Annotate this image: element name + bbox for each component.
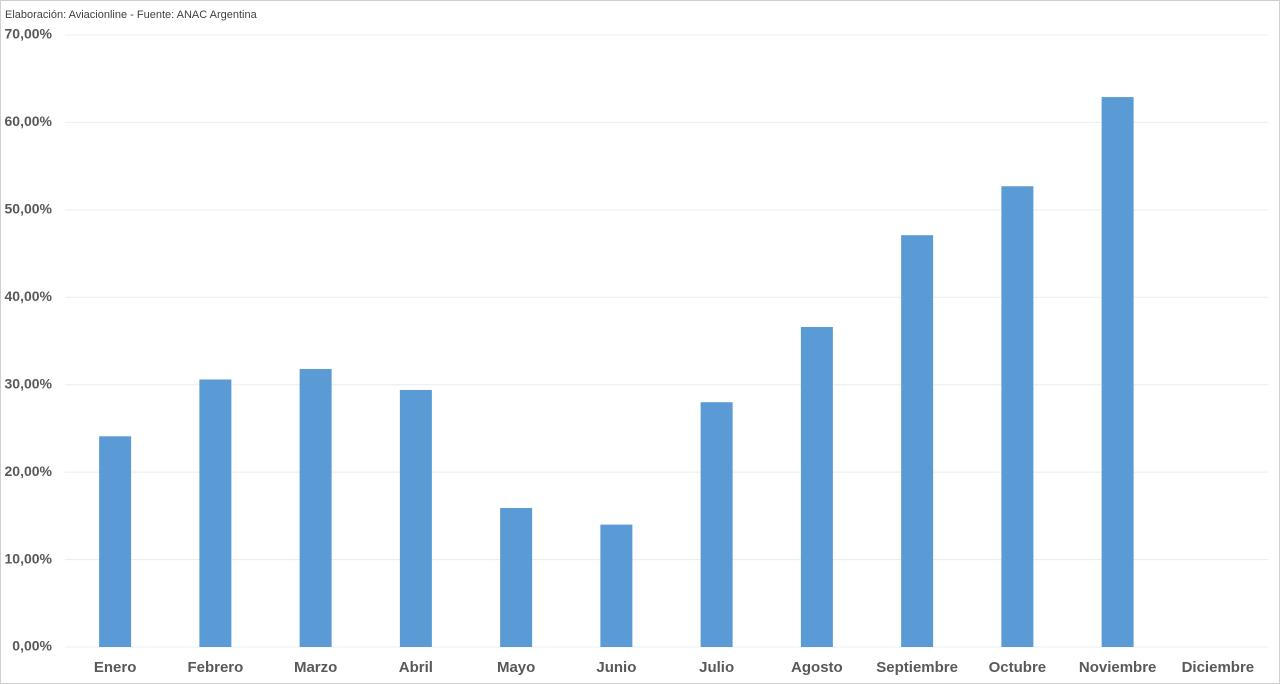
x-tick-label: Octubre [989,659,1047,676]
x-tick-label: Enero [94,659,137,676]
bar [1101,97,1134,648]
x-tick-label: Agosto [791,659,843,676]
x-tick-label: Abril [399,659,433,676]
chart-source: Elaboración: Aviacionline - Fuente: ANAC… [5,9,258,21]
y-tick-label: 70,00% [5,26,53,42]
bar [199,379,232,647]
y-tick-label: 40,00% [5,288,53,304]
bar [901,235,934,647]
y-tick-label: 10,00% [5,550,53,566]
bar [1001,186,1034,647]
y-tick-label: 20,00% [5,463,53,479]
y-tick-label: 30,00% [5,375,53,391]
x-tick-label: Julio [699,659,734,676]
bar [99,436,132,647]
bar [299,368,332,647]
x-tick-label: Marzo [294,659,337,676]
y-tick-label: 60,00% [5,113,53,129]
x-tick-label: Mayo [497,659,535,676]
y-tick-label: 0,00% [12,638,52,654]
bar [600,524,633,647]
x-tick-label: Noviembre [1079,659,1157,676]
x-tick-label: Septiembre [876,659,958,676]
bar [500,507,533,647]
x-tick-label: Diciembre [1182,659,1255,676]
bar [800,327,833,647]
x-tick-label: Junio [596,659,636,676]
x-tick-label: Febrero [187,659,243,676]
bar [700,402,733,647]
y-tick-label: 50,00% [5,201,53,217]
bar [399,389,432,647]
